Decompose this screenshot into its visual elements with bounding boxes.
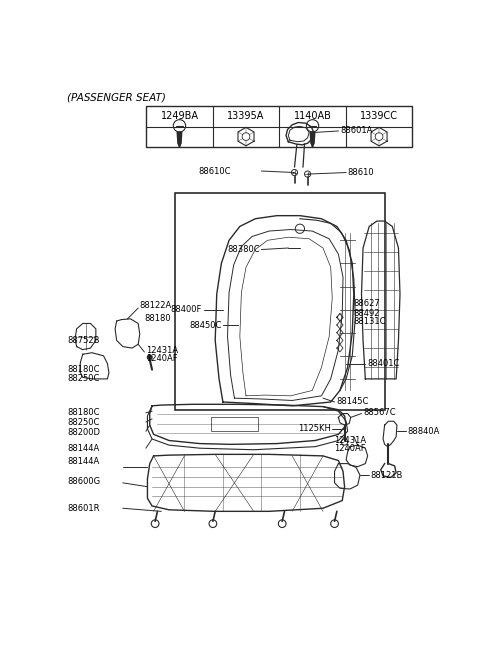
Text: 88627: 88627: [354, 299, 381, 308]
Text: 88380C: 88380C: [227, 245, 260, 254]
Text: 88144A: 88144A: [67, 457, 100, 466]
Text: 88250C: 88250C: [67, 375, 100, 383]
Text: 88450C: 88450C: [189, 320, 221, 329]
Text: 1240AF: 1240AF: [146, 354, 178, 363]
Text: 88601R: 88601R: [67, 504, 100, 513]
Polygon shape: [177, 132, 182, 143]
Text: 88131C: 88131C: [354, 318, 386, 326]
Text: 13395A: 13395A: [228, 111, 264, 121]
Text: 88401C: 88401C: [367, 359, 399, 368]
Text: 12431A: 12431A: [335, 436, 367, 445]
Text: 1339CC: 1339CC: [360, 111, 398, 121]
Text: 88610C: 88610C: [198, 166, 230, 176]
Text: 88840A: 88840A: [408, 427, 440, 436]
Text: 1125KH: 1125KH: [298, 424, 331, 434]
Text: 88250C: 88250C: [67, 417, 100, 426]
Text: 88752B: 88752B: [67, 336, 100, 345]
Text: 88200D: 88200D: [67, 428, 100, 438]
Text: 1140AB: 1140AB: [294, 111, 332, 121]
Bar: [175, 193, 384, 409]
Text: 88144A: 88144A: [67, 443, 100, 453]
Text: 88180: 88180: [144, 314, 171, 324]
Polygon shape: [310, 132, 315, 143]
Text: 88145C: 88145C: [336, 398, 369, 407]
Text: 88121B: 88121B: [371, 471, 403, 479]
Polygon shape: [178, 143, 181, 147]
Text: 88180C: 88180C: [67, 408, 100, 417]
Text: 88567C: 88567C: [363, 407, 396, 417]
Text: 88600G: 88600G: [67, 477, 100, 486]
Text: 88601A: 88601A: [340, 126, 372, 136]
Bar: [211, 417, 258, 431]
Text: 88610: 88610: [348, 168, 374, 177]
Text: 88492: 88492: [354, 309, 380, 318]
Bar: [146, 106, 412, 147]
Text: 12431A: 12431A: [146, 346, 178, 355]
Text: 88180C: 88180C: [67, 365, 100, 374]
Text: 88400F: 88400F: [171, 305, 202, 314]
Polygon shape: [311, 143, 314, 147]
Text: (PASSENGER SEAT): (PASSENGER SEAT): [67, 92, 166, 102]
Circle shape: [147, 355, 152, 360]
Text: 1249BA: 1249BA: [160, 111, 198, 121]
Text: 1240AF: 1240AF: [335, 443, 366, 453]
Text: 88122A: 88122A: [140, 301, 172, 310]
